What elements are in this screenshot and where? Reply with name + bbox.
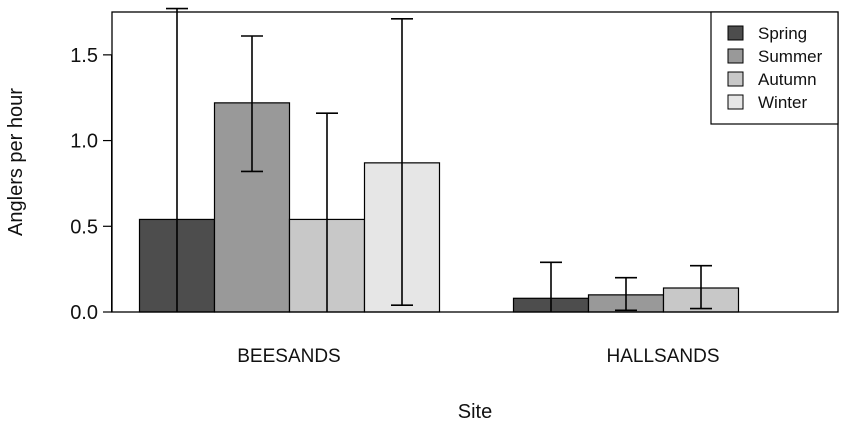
error-bar-autumn-hallsands — [690, 264, 712, 310]
y-axis: 0.0 0.5 1.0 1.5 — [70, 45, 112, 324]
x-axis-label: Site — [458, 401, 492, 423]
y-axis-label: Anglers per hour — [5, 88, 27, 236]
legend-swatch-autumn — [727, 71, 744, 87]
legend-label-summer: Summer — [758, 47, 823, 66]
y-tick-label: 0.0 — [70, 302, 98, 324]
error-bar-autumn-beesands — [316, 112, 338, 312]
error-bars-layer — [166, 7, 712, 312]
error-bar-spring-hallsands — [540, 261, 562, 312]
error-bar-winter-beesands — [391, 18, 413, 306]
legend: Spring Summer Autumn Winter — [710, 11, 839, 125]
legend-swatch-spring — [727, 25, 744, 41]
y-tick-label: 1.0 — [70, 131, 98, 153]
x-category-label: HALLSANDS — [607, 346, 720, 367]
legend-label-winter: Winter — [758, 93, 807, 112]
legend-label-autumn: Autumn — [758, 70, 817, 89]
x-axis-categories: BEESANDS HALLSANDS — [237, 346, 719, 367]
bars-layer — [138, 102, 740, 313]
y-tick-label: 0.5 — [70, 216, 98, 238]
error-bar-summer-hallsands — [615, 276, 637, 312]
legend-swatch-winter — [727, 94, 744, 110]
error-bar-summer-beesands — [241, 35, 263, 173]
legend-label-spring: Spring — [758, 24, 807, 43]
y-tick-label: 1.5 — [70, 45, 98, 67]
error-bar-spring-beesands — [166, 7, 188, 312]
x-category-label: BEESANDS — [237, 346, 340, 367]
legend-swatch-summer — [727, 48, 744, 64]
